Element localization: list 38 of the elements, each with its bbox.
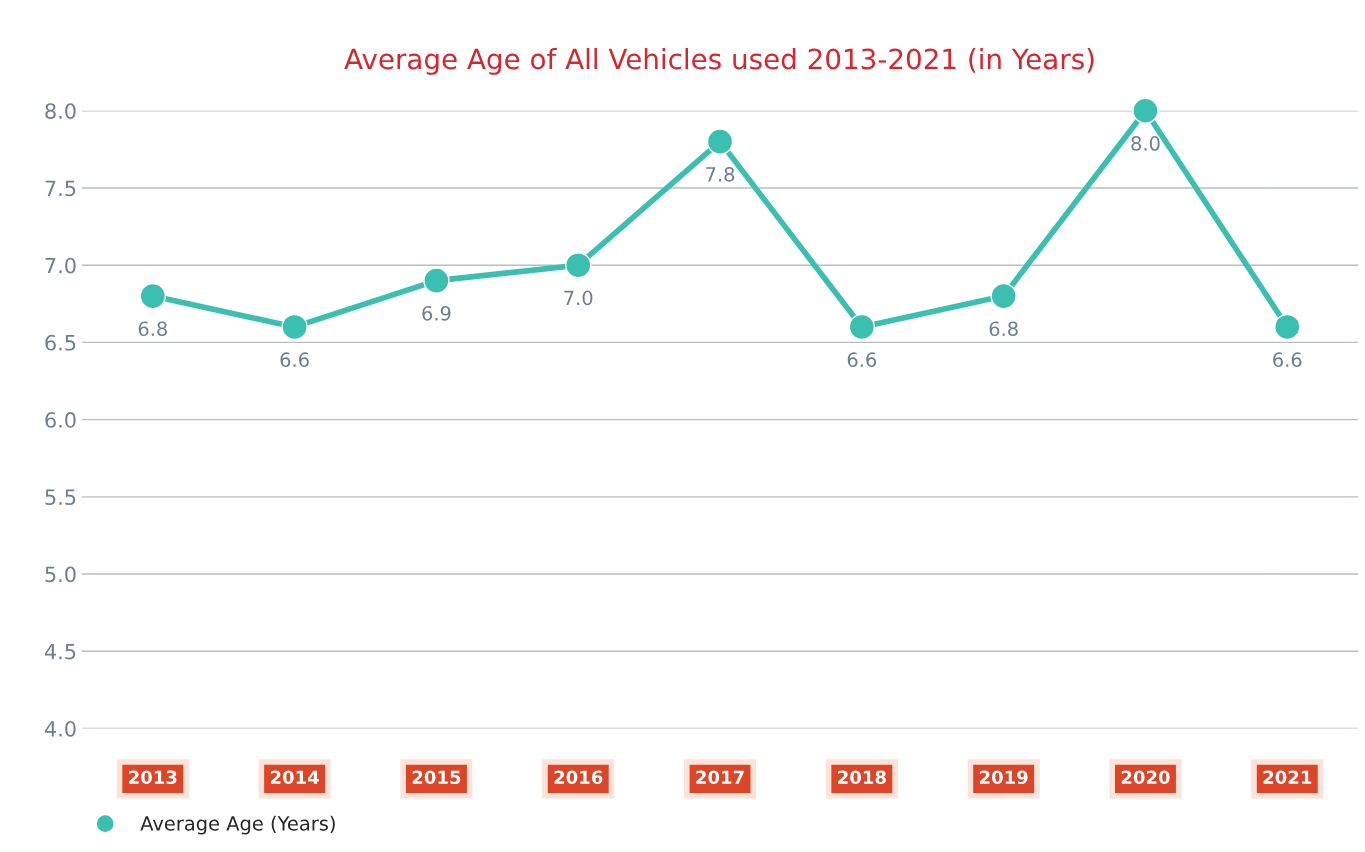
y-tick-label: 5.5: [45, 489, 76, 506]
x-tick-label: 2015: [412, 770, 461, 785]
chart-title: Average Age of All Vehicles used 2013-2021 (in Years): [344, 47, 1094, 75]
point: [848, 313, 876, 341]
data-label: 6.8: [138, 321, 167, 337]
point: [990, 282, 1017, 310]
x-tick-label: 2014: [270, 770, 319, 785]
point: [565, 251, 592, 279]
x-tick-label: 2020: [1121, 770, 1170, 785]
point: [423, 267, 450, 294]
x-tick-label: 2019: [979, 770, 1028, 785]
legend-label: Average Age (Years): [140, 815, 335, 835]
data-label: 6.8: [989, 321, 1018, 337]
data-label: 6.6: [280, 352, 309, 368]
data-label: 6.6: [1273, 352, 1302, 368]
data-label: 6.9: [422, 305, 451, 321]
y-tick-label: 6.0: [45, 412, 76, 428]
y-tick-label: 6.5: [45, 334, 76, 351]
y-tick-label: 8.0: [45, 103, 76, 119]
y-tick-label: 4.0: [44, 720, 76, 737]
point: [139, 282, 166, 310]
data-label: 8.0: [1131, 136, 1160, 151]
data-label: 7.0: [564, 290, 593, 306]
y-tick-label: 5.0: [45, 566, 76, 583]
data-label: 6.6: [847, 352, 877, 368]
y-tick-label: 7.5: [45, 180, 76, 197]
x-tick-label: 2018: [838, 770, 886, 785]
x-tick-label: 2021: [1263, 770, 1312, 785]
x-tick-label: 2016: [554, 770, 603, 785]
point: [706, 128, 734, 155]
point: [1274, 313, 1301, 341]
point: [1132, 97, 1159, 124]
y-tick-label: 7.0: [45, 257, 76, 274]
x-tick-label: 2013: [129, 770, 177, 785]
y-tick-label: 4.5: [44, 643, 76, 660]
x-tick-label: 2017: [696, 770, 744, 785]
data-label: 7.8: [706, 166, 735, 182]
point: [281, 313, 308, 341]
